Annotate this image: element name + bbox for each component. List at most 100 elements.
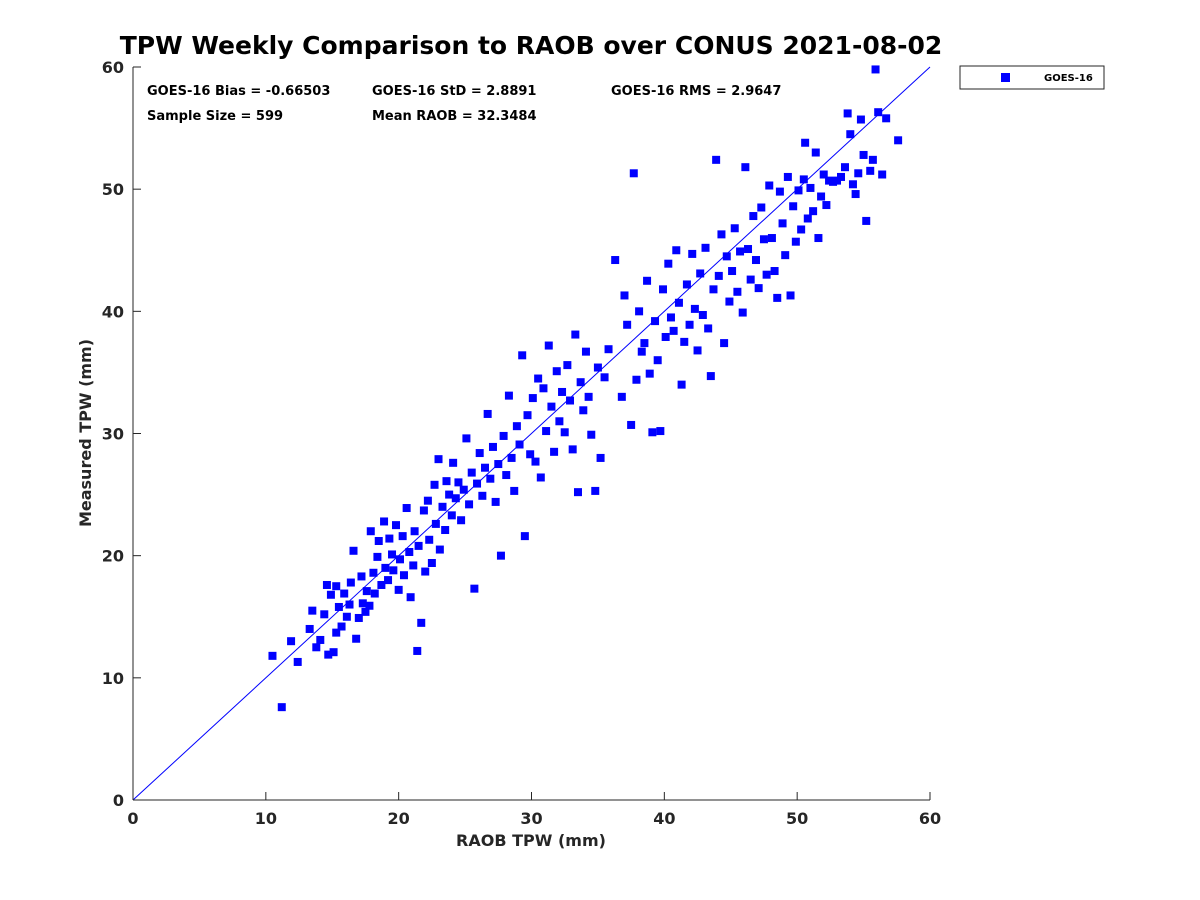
- data-point: [744, 245, 753, 254]
- data-point: [431, 519, 440, 528]
- x-ticks: 0 10 20 30 40 50 60: [127, 792, 941, 828]
- data-point: [392, 521, 401, 530]
- data-point: [445, 490, 454, 499]
- data-point: [425, 535, 434, 544]
- plot-area: 0 10 20 30 40 50 60 0 10 20 30 40 50 60: [102, 58, 941, 828]
- data-point: [483, 409, 492, 418]
- data-point: [846, 130, 855, 139]
- data-point: [462, 434, 471, 443]
- data-point: [457, 516, 466, 525]
- data-point: [685, 320, 694, 329]
- data-point: [465, 500, 474, 509]
- data-point: [542, 427, 551, 436]
- data-point: [571, 330, 580, 339]
- data-point: [332, 582, 341, 591]
- data-point: [799, 175, 808, 184]
- data-point: [470, 584, 479, 593]
- data-point: [345, 600, 354, 609]
- data-point: [287, 637, 296, 646]
- stat-sample-size: Sample Size = 599: [147, 109, 283, 124]
- data-point: [814, 234, 823, 243]
- y-axis-label: Measured TPW (mm): [76, 339, 95, 527]
- data-point: [859, 150, 868, 159]
- data-point: [894, 136, 903, 145]
- y-tick-label: 10: [102, 669, 124, 688]
- data-point: [507, 453, 516, 462]
- data-point: [822, 201, 831, 210]
- data-point: [419, 506, 428, 515]
- data-point: [402, 504, 411, 513]
- data-point: [720, 339, 729, 348]
- data-point: [329, 648, 338, 657]
- data-point: [591, 486, 600, 495]
- data-point: [496, 551, 505, 560]
- data-point: [672, 246, 681, 255]
- data-point: [369, 568, 378, 577]
- data-point: [677, 380, 686, 389]
- data-point: [510, 486, 519, 495]
- data-point: [268, 651, 277, 660]
- data-point: [340, 589, 349, 598]
- data-point: [380, 517, 389, 526]
- data-point: [421, 567, 430, 576]
- data-point: [868, 155, 877, 164]
- data-point: [494, 460, 503, 469]
- data-point: [515, 440, 524, 449]
- data-point: [811, 148, 820, 157]
- data-point: [442, 477, 451, 486]
- data-point: [528, 394, 537, 403]
- data-point: [346, 578, 355, 587]
- data-point: [620, 291, 629, 300]
- data-point: [733, 287, 742, 296]
- data-point: [786, 291, 795, 300]
- data-point: [389, 566, 398, 575]
- data-point: [674, 298, 683, 307]
- data-point: [316, 635, 325, 644]
- data-point: [499, 431, 508, 440]
- data-point: [398, 532, 407, 541]
- stat-std: GOES-16 StD = 2.8891: [372, 84, 536, 99]
- legend: GOES-16: [959, 65, 1105, 90]
- data-point: [324, 650, 333, 659]
- data-point: [635, 307, 644, 316]
- data-point: [629, 169, 638, 178]
- data-point: [478, 491, 487, 500]
- data-point: [405, 548, 414, 557]
- data-point: [277, 703, 286, 712]
- data-point: [704, 324, 713, 333]
- data-point: [701, 243, 710, 252]
- data-point: [840, 163, 849, 172]
- data-point: [728, 267, 737, 276]
- data-point: [552, 367, 561, 376]
- data-point: [778, 219, 787, 228]
- data-point: [754, 284, 763, 293]
- data-point: [698, 310, 707, 319]
- data-point: [399, 571, 408, 580]
- data-point: [349, 546, 358, 555]
- data-point: [696, 269, 705, 278]
- data-point: [573, 488, 582, 497]
- data-point: [770, 267, 779, 276]
- data-point: [600, 373, 609, 382]
- data-point: [690, 304, 699, 313]
- data-point: [843, 109, 852, 118]
- data-point: [651, 317, 660, 326]
- data-point: [427, 558, 436, 567]
- data-point: [504, 391, 513, 400]
- data-point: [293, 657, 302, 666]
- data-point: [837, 172, 846, 181]
- data-point: [550, 447, 559, 456]
- data-point: [797, 225, 806, 234]
- stat-bias: GOES-16 Bias = -0.66503: [147, 84, 330, 99]
- data-point: [502, 471, 511, 480]
- data-point: [587, 430, 596, 439]
- data-point: [555, 417, 564, 426]
- data-point: [406, 593, 415, 602]
- data-point: [395, 555, 404, 564]
- data-point: [809, 207, 818, 216]
- data-point: [365, 601, 374, 610]
- data-point: [334, 602, 343, 611]
- data-point: [539, 384, 548, 393]
- data-point: [410, 527, 419, 536]
- data-point: [604, 345, 613, 354]
